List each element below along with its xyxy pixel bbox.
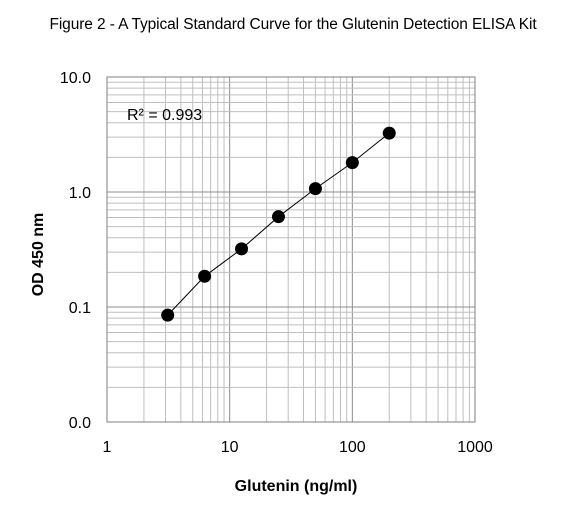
x-tick-label: 100 — [339, 439, 366, 456]
r-squared-annotation: R² = 0.993 — [127, 107, 202, 124]
data-points — [161, 126, 396, 322]
y-tick-label: 1.0 — [69, 185, 91, 202]
x-axis-title: Glutenin (ng/ml) — [235, 478, 358, 495]
figure-title: Figure 2 - A Typical Standard Curve for … — [49, 16, 537, 33]
data-point — [198, 269, 212, 283]
x-tick-label: 10 — [221, 439, 239, 456]
y-tick-label: 0.0 — [69, 415, 91, 432]
y-tick-label: 10.0 — [60, 70, 91, 87]
x-tick-label: 1000 — [457, 439, 493, 456]
x-tick-label: 1 — [103, 439, 112, 456]
data-point — [161, 308, 175, 322]
grid-lines — [106, 77, 475, 423]
y-tick-labels: 0.0 0.1 1.0 10.0 — [60, 70, 91, 432]
data-point — [235, 242, 249, 256]
y-tick-label: 0.1 — [69, 300, 91, 317]
y-axis-title: OD 450 nm — [30, 213, 47, 297]
data-point — [271, 210, 285, 224]
data-point — [308, 182, 322, 196]
plot-frame — [106, 76, 476, 423]
data-point — [382, 126, 396, 140]
x-tick-labels: 1 10 100 1000 — [103, 439, 493, 456]
data-point — [345, 156, 359, 170]
